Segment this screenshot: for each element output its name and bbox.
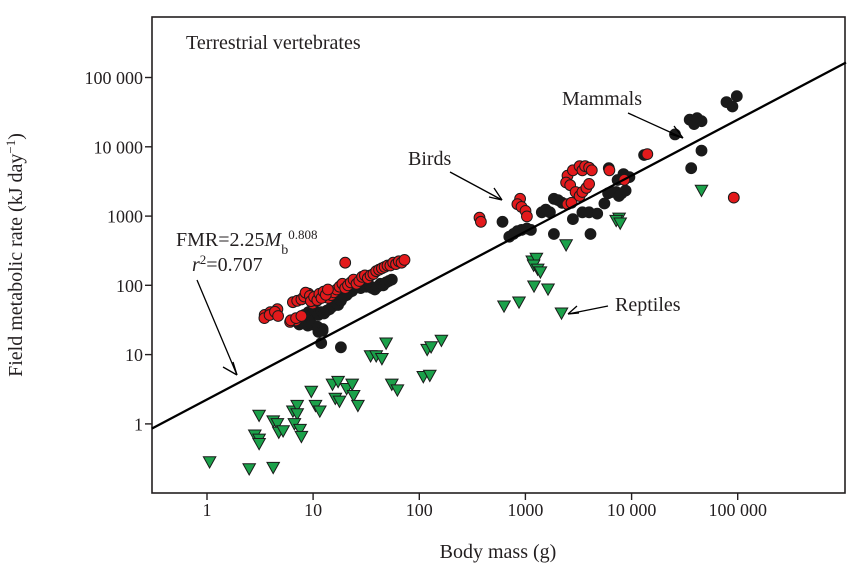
svg-text:10 000: 10 000 xyxy=(607,500,657,520)
svg-text:10: 10 xyxy=(304,500,322,520)
svg-text:1000: 1000 xyxy=(107,207,143,227)
svg-text:r2=0.707: r2=0.707 xyxy=(192,252,263,277)
svg-text:10: 10 xyxy=(125,345,143,365)
svg-text:100: 100 xyxy=(406,500,433,520)
svg-text:1: 1 xyxy=(134,415,143,435)
svg-text:10 000: 10 000 xyxy=(94,137,144,157)
svg-text:1000: 1000 xyxy=(507,500,543,520)
svg-text:1: 1 xyxy=(203,500,212,520)
svg-text:Birds: Birds xyxy=(408,148,452,170)
svg-text:FMR=2.25Mb0.808: FMR=2.25Mb0.808 xyxy=(176,227,317,258)
svg-text:Terrestrial vertebrates: Terrestrial vertebrates xyxy=(186,32,361,54)
svg-text:Field metabolic rate (kJ day−1: Field metabolic rate (kJ day−1) xyxy=(3,133,28,377)
svg-text:100 000: 100 000 xyxy=(708,500,767,520)
svg-text:Mammals: Mammals xyxy=(562,88,642,110)
svg-text:100: 100 xyxy=(116,276,143,296)
svg-text:Reptiles: Reptiles xyxy=(615,294,681,316)
svg-text:Body mass (g): Body mass (g) xyxy=(440,541,557,563)
svg-text:100 000: 100 000 xyxy=(85,68,144,88)
